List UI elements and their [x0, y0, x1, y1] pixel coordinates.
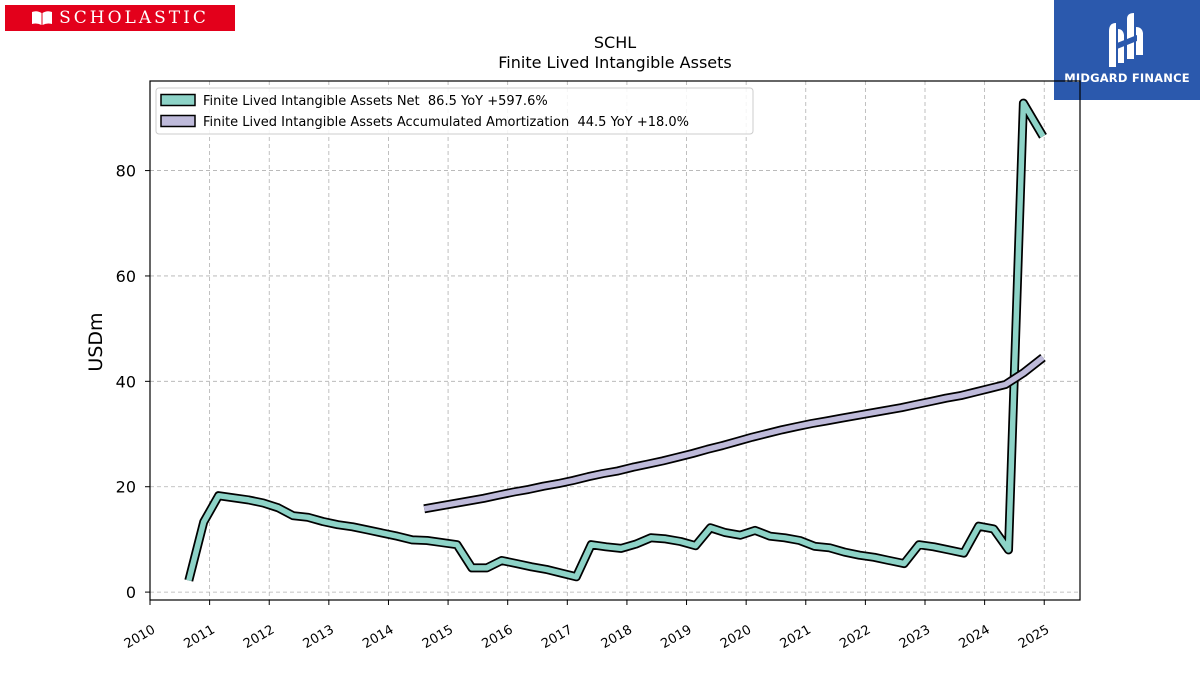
y-tick-label: 80: [116, 162, 136, 181]
x-tick-label: 2015: [420, 622, 456, 652]
series-outline-net: [184, 98, 1047, 582]
open-book-icon: [32, 11, 53, 25]
midgard-logo-mark-icon: [1109, 13, 1143, 67]
x-tick-label: 2012: [241, 622, 277, 652]
x-tick-label: 2019: [658, 622, 694, 652]
x-tick-label: 2014: [360, 622, 396, 652]
y-tick-label: 60: [116, 267, 136, 286]
grid: [149, 81, 1080, 600]
x-tick-label: 2017: [539, 622, 575, 652]
x-tick-label: 2018: [599, 622, 635, 652]
x-tick-label: 2016: [480, 622, 516, 652]
x-tick-label: 2022: [837, 622, 873, 652]
scholastic-logo: SCHOLASTIC: [5, 5, 235, 31]
midgard-logo-text: MIDGARD FINANCE: [1064, 71, 1190, 85]
legend: Finite Lived Intangible Assets Net 86.5 …: [155, 87, 754, 135]
legend-box: [155, 87, 754, 135]
legend-swatch-amortization: [160, 114, 196, 128]
chart-title: SCHL: [594, 33, 636, 52]
plot-frame: [149, 80, 1081, 601]
y-tick-label: 20: [116, 478, 136, 497]
series-outline-amortization: [423, 354, 1046, 514]
y-tick-label: 40: [116, 372, 136, 391]
x-tick-label: 2023: [897, 622, 933, 652]
x-tick-label: 2025: [1016, 622, 1052, 652]
series-line-net: [186, 100, 1046, 582]
legend-label-amortization: Finite Lived Intangible Assets Accumulat…: [203, 115, 689, 130]
x-tick-label: 2013: [301, 622, 337, 652]
x-tick-label: 2011: [181, 622, 217, 652]
x-tick-label: 2010: [122, 622, 158, 652]
x-tick-label: 2024: [956, 622, 992, 652]
legend-label-net: Finite Lived Intangible Assets Net 86.5 …: [203, 94, 548, 109]
series-lines: [184, 98, 1047, 582]
legend-swatch-net: [160, 93, 196, 107]
midgard-finance-logo: MIDGARD FINANCE: [1054, 0, 1200, 100]
series-line-amortization: [423, 355, 1045, 512]
x-tick-label: 2020: [718, 622, 754, 652]
y-axis-label: USDm: [85, 312, 107, 371]
x-tick-label: 2021: [778, 622, 814, 652]
y-tick-label: 0: [126, 583, 136, 602]
chart-subtitle: Finite Lived Intangible Assets: [498, 53, 731, 72]
scholastic-logo-text: SCHOLASTIC: [59, 8, 209, 28]
